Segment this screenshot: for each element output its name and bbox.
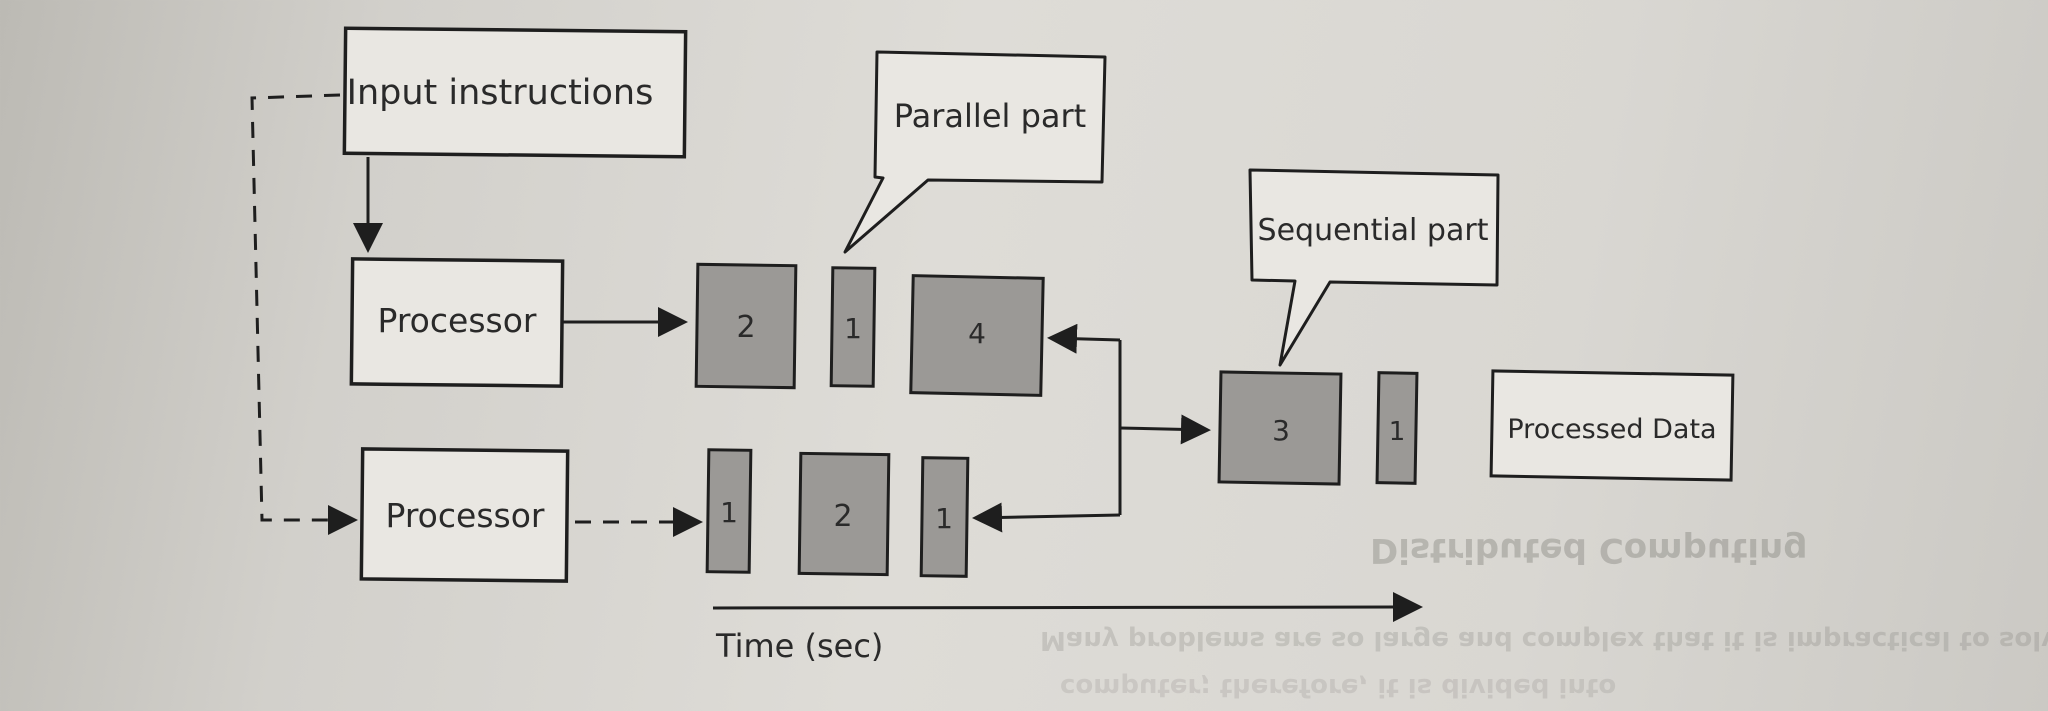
- processor-box: Processor: [349, 257, 565, 388]
- dashed-input-connector: [250, 93, 358, 535]
- time-axis: Time (sec): [712, 592, 1423, 665]
- sequential-part-callout: Sequential part: [1248, 168, 1500, 367]
- processed-data-box: Processed Data: [1489, 369, 1735, 482]
- processor-label: Processor: [386, 496, 545, 535]
- task-block: 1: [829, 266, 877, 388]
- task-block: 3: [1217, 370, 1343, 486]
- task-label: 2: [736, 310, 755, 345]
- task-label: 1: [844, 312, 862, 345]
- merge-connector: [972, 323, 1211, 533]
- task-label: 1: [935, 502, 953, 535]
- time-axis-arrow: [712, 592, 1423, 623]
- sequential-part-label: Sequential part: [1258, 213, 1489, 248]
- task-block: 2: [797, 451, 891, 577]
- task-label: 1: [1389, 417, 1406, 447]
- task-block: 1: [919, 456, 970, 578]
- task-block: 2: [694, 262, 798, 390]
- parallel-part-callout: Parallel part: [843, 50, 1107, 254]
- task-block: 4: [909, 274, 1045, 397]
- sequential-tasks: 3 1: [1217, 370, 1419, 486]
- row1-tasks: 2 1 4: [694, 262, 1045, 397]
- processed-data-label: Processed Data: [1507, 414, 1716, 445]
- task-block: 1: [1375, 371, 1419, 485]
- parallel-part-label: Parallel part: [894, 97, 1086, 135]
- task-label: 1: [720, 496, 738, 529]
- row2-tasks: 1 2 1: [705, 448, 970, 578]
- task-label: 3: [1272, 414, 1290, 447]
- time-axis-label: Time (sec): [715, 627, 883, 665]
- task-block: 1: [705, 448, 753, 574]
- processor-label: Processor: [378, 301, 537, 340]
- task-label: 2: [833, 499, 852, 534]
- processor-box: Processor: [359, 447, 570, 583]
- input-instructions-label: Input instructions: [347, 73, 654, 113]
- task-label: 4: [968, 317, 986, 350]
- input-instructions-box: Input instructions: [342, 26, 688, 159]
